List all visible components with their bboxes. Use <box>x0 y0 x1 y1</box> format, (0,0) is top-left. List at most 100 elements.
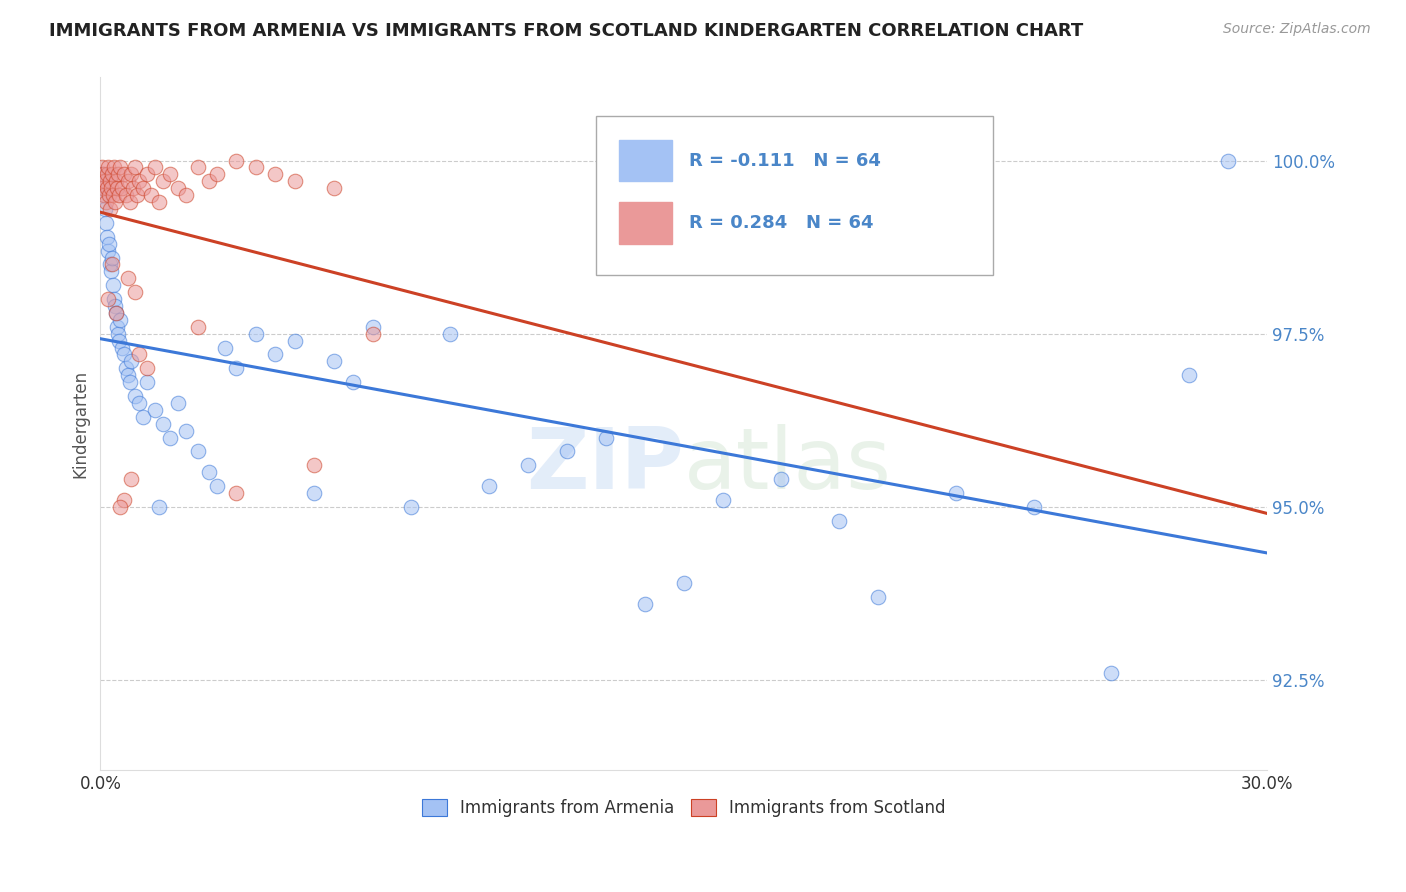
Point <box>672 576 695 591</box>
Point <box>114 188 136 202</box>
Point <box>148 500 170 514</box>
Point <box>96 168 118 182</box>
FancyBboxPatch shape <box>596 116 993 275</box>
Point <box>302 486 325 500</box>
Point <box>143 161 166 175</box>
Point <box>107 326 129 341</box>
Point <box>97 236 120 251</box>
Point <box>167 396 190 410</box>
Point <box>159 431 181 445</box>
Point <box>108 188 131 202</box>
Point <box>96 216 118 230</box>
Point <box>205 168 228 182</box>
Point <box>93 168 115 182</box>
Point <box>439 326 461 341</box>
Point <box>264 347 287 361</box>
Point <box>97 188 120 202</box>
Point <box>112 347 135 361</box>
Point <box>117 174 139 188</box>
Point <box>139 188 162 202</box>
Point <box>198 465 221 479</box>
Point <box>128 174 150 188</box>
Point <box>1022 500 1045 514</box>
Point <box>1178 368 1201 383</box>
Point <box>634 597 657 611</box>
Point <box>107 168 129 182</box>
Point <box>187 444 209 458</box>
Text: atlas: atlas <box>683 424 891 507</box>
Point <box>128 347 150 361</box>
Point <box>105 319 128 334</box>
Point <box>101 257 124 271</box>
Point <box>93 188 115 202</box>
Point <box>100 181 122 195</box>
Point <box>122 181 145 195</box>
Point <box>112 492 135 507</box>
Point <box>284 174 307 188</box>
Point <box>828 514 851 528</box>
Point <box>152 417 174 431</box>
Point <box>114 361 136 376</box>
Point <box>120 354 142 368</box>
Point <box>167 181 190 195</box>
Bar <box>620 202 672 244</box>
Point <box>108 161 131 175</box>
Point <box>97 292 120 306</box>
Point <box>112 168 135 182</box>
Point <box>97 161 120 175</box>
Point <box>595 431 617 445</box>
Text: R = -0.111   N = 64: R = -0.111 N = 64 <box>689 152 882 169</box>
Point <box>117 271 139 285</box>
Point <box>105 181 128 195</box>
Point <box>104 299 127 313</box>
Point <box>945 486 967 500</box>
Bar <box>620 140 672 181</box>
Point <box>111 341 134 355</box>
Point <box>104 306 127 320</box>
Point <box>104 306 127 320</box>
Point <box>152 174 174 188</box>
Legend: Immigrants from Armenia, Immigrants from Scotland: Immigrants from Armenia, Immigrants from… <box>415 792 952 824</box>
Point <box>517 458 540 473</box>
Point <box>101 278 124 293</box>
Text: ZIP: ZIP <box>526 424 683 507</box>
Point <box>361 326 384 341</box>
Point <box>111 181 134 195</box>
Point <box>225 486 247 500</box>
Point <box>127 188 149 202</box>
Point <box>136 361 159 376</box>
Point <box>478 479 501 493</box>
Point <box>264 168 287 182</box>
Point <box>90 174 112 188</box>
Point <box>98 257 121 271</box>
Point <box>769 472 792 486</box>
Point <box>117 368 139 383</box>
Point <box>108 313 131 327</box>
Point <box>302 458 325 473</box>
Point <box>136 168 159 182</box>
Point <box>104 174 127 188</box>
Point <box>120 168 142 182</box>
Point <box>124 285 146 300</box>
Point <box>91 181 114 195</box>
Point <box>93 181 115 195</box>
Point <box>124 389 146 403</box>
Point <box>245 161 267 175</box>
Point <box>128 396 150 410</box>
Point <box>1216 153 1239 168</box>
Y-axis label: Kindergarten: Kindergarten <box>72 369 89 478</box>
Point <box>868 590 890 604</box>
Point <box>174 188 197 202</box>
Point <box>100 202 122 216</box>
Point <box>401 500 423 514</box>
Point <box>94 195 117 210</box>
Point <box>103 292 125 306</box>
Point <box>187 319 209 334</box>
Point <box>108 500 131 514</box>
Point <box>108 334 131 348</box>
Point <box>148 195 170 210</box>
Point <box>132 409 155 424</box>
Point <box>187 161 209 175</box>
Point <box>93 188 115 202</box>
Point <box>322 354 344 368</box>
